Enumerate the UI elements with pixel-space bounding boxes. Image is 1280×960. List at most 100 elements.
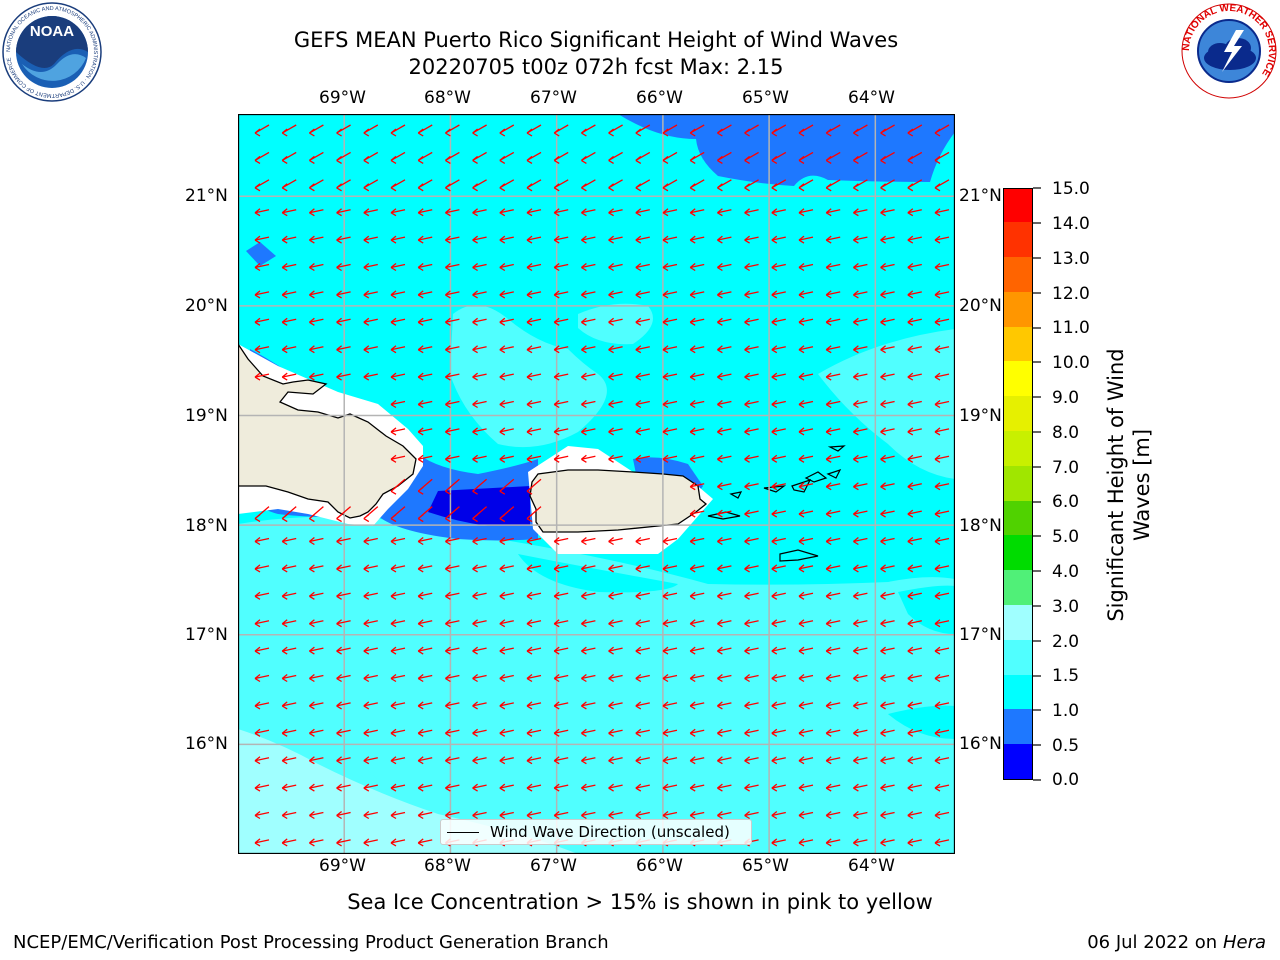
wave-direction-arrow xyxy=(580,701,596,710)
wave-direction-arrow xyxy=(417,728,433,737)
wave-direction-arrow xyxy=(553,235,569,244)
wave-direction-arrow xyxy=(880,262,895,272)
wave-direction-arrow xyxy=(744,262,759,272)
wave-direction-arrow xyxy=(852,235,868,244)
wave-direction-arrow xyxy=(526,756,542,765)
wave-direction-arrow xyxy=(254,179,270,192)
wave-direction-arrow xyxy=(308,619,324,628)
wave-direction-arrow xyxy=(716,482,732,491)
wave-direction-arrow xyxy=(526,179,542,192)
wave-direction-arrow xyxy=(880,838,895,847)
wave-direction-arrow xyxy=(689,262,705,272)
wave-direction-arrow xyxy=(852,262,868,272)
wave-direction-arrow xyxy=(472,564,487,573)
wave-direction-arrow xyxy=(580,290,596,299)
wave-direction-arrow xyxy=(716,509,732,518)
wave-direction-arrow xyxy=(336,838,351,847)
wave-direction-arrow xyxy=(852,591,868,600)
wave-direction-arrow xyxy=(825,151,841,164)
lon-label-bottom: 68°W xyxy=(424,856,471,876)
wave-direction-arrow xyxy=(580,591,596,600)
lat-label-left: 16°N xyxy=(185,734,228,754)
wave-direction-arrow xyxy=(825,646,841,655)
wave-direction-arrow xyxy=(608,591,623,600)
wave-direction-arrow xyxy=(934,482,950,491)
wave-direction-arrow xyxy=(852,838,868,847)
wave-direction-arrow xyxy=(417,536,433,546)
wave-direction-arrow xyxy=(716,673,732,683)
wave-direction-arrow xyxy=(689,290,705,299)
wave-direction-arrow xyxy=(553,290,569,299)
wave-direction-arrow xyxy=(336,208,351,217)
wave-direction-arrow xyxy=(363,619,378,628)
wave-direction-arrow xyxy=(744,151,759,164)
wave-direction-arrow xyxy=(390,290,406,299)
wave-direction-arrow xyxy=(308,673,324,683)
wave-direction-arrow xyxy=(880,783,895,792)
wave-direction-arrow xyxy=(417,124,433,137)
wave-direction-arrow xyxy=(390,591,406,600)
wave-direction-arrow xyxy=(798,262,814,272)
wave-direction-arrow xyxy=(744,701,759,710)
wave-direction-arrow xyxy=(390,427,406,436)
colorbar-tick-label: 4.0 xyxy=(1052,562,1080,582)
wave-direction-arrow xyxy=(934,509,950,518)
wave-direction-arrow xyxy=(553,591,569,600)
wave-direction-arrow xyxy=(336,235,351,244)
wave-direction-arrow xyxy=(472,262,487,272)
wave-direction-arrow xyxy=(635,536,650,546)
lon-label-top: 65°W xyxy=(742,88,789,108)
wave-direction-arrow xyxy=(716,124,732,137)
wave-direction-arrow xyxy=(852,646,868,655)
lat-label-left: 21°N xyxy=(185,186,228,206)
lon-label-top: 64°W xyxy=(848,88,895,108)
nws-logo: NATIONAL WEATHER SERVICE xyxy=(1180,2,1278,100)
wave-direction-arrow xyxy=(580,151,596,164)
wave-direction-arrow xyxy=(417,646,433,655)
wave-direction-arrow xyxy=(880,536,895,546)
land-tortola xyxy=(804,471,828,483)
wave-direction-arrow xyxy=(254,838,270,847)
wave-direction-arrow xyxy=(472,536,487,546)
wave-direction-arrow xyxy=(825,591,841,600)
wave-direction-arrow xyxy=(281,673,297,683)
wave-direction-arrow xyxy=(499,399,514,409)
wave-direction-arrow xyxy=(444,506,460,523)
wave-direction-arrow xyxy=(281,619,297,628)
wave-direction-arrow xyxy=(580,317,596,326)
wave-direction-arrow xyxy=(662,235,678,244)
land-vieques xyxy=(729,491,743,499)
generation-date-text: 06 Jul 2022 on xyxy=(1087,932,1218,953)
wave-direction-arrow xyxy=(825,673,841,683)
wave-direction-arrow xyxy=(852,564,868,573)
wave-direction-arrow xyxy=(553,124,569,137)
wave-direction-arrow xyxy=(852,179,868,192)
wave-direction-arrow xyxy=(934,838,950,847)
wave-direction-arrow xyxy=(308,290,324,299)
wave-direction-arrow xyxy=(825,290,841,299)
wave-direction-arrow xyxy=(852,345,868,354)
wave-direction-arrow xyxy=(553,536,569,546)
wave-direction-arrow xyxy=(472,591,487,600)
wave-direction-arrow xyxy=(934,783,950,792)
wave-direction-arrow xyxy=(553,179,569,192)
land-st-john xyxy=(791,478,812,493)
wave-direction-arrow xyxy=(689,399,705,409)
wave-direction-arrow xyxy=(744,482,759,491)
colorbar-segment xyxy=(1004,257,1032,292)
wave-direction-arrow xyxy=(934,179,950,192)
wave-direction-arrow xyxy=(608,673,623,683)
wave-direction-arrow xyxy=(608,290,623,299)
wave-direction-arrow xyxy=(499,728,514,737)
wave-direction-arrow xyxy=(499,124,515,137)
wave-direction-arrow xyxy=(852,619,868,628)
wave-direction-arrow xyxy=(580,564,596,573)
colorbar-tick-label: 2.0 xyxy=(1052,632,1080,652)
wave-direction-arrow xyxy=(308,564,324,573)
land-anguilla xyxy=(827,445,846,452)
wave-direction-arrow xyxy=(254,372,270,381)
wave-direction-arrow xyxy=(553,317,569,326)
wave-direction-arrow xyxy=(852,728,868,737)
lat-label-right: 18°N xyxy=(959,516,1002,536)
wave-direction-arrow xyxy=(744,646,759,655)
